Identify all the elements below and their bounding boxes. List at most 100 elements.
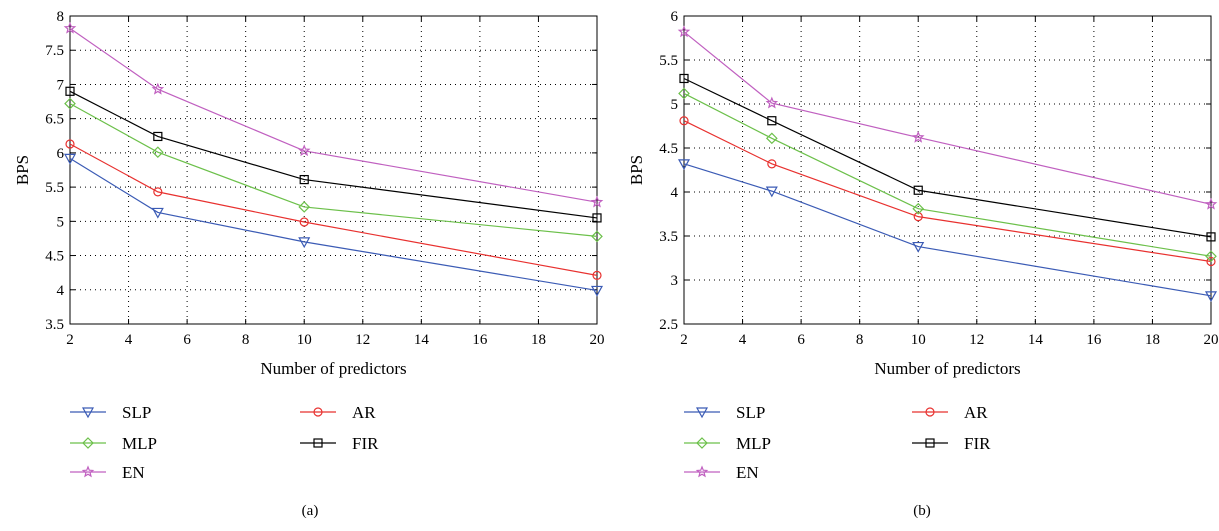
x-tick-label: 20: [1204, 332, 1219, 348]
series-en: [677, 25, 1218, 210]
legend-label: EN: [122, 463, 145, 482]
series-ar: [679, 116, 1216, 267]
data-point-fir: [679, 73, 689, 84]
legend-swatch-marker: [313, 438, 323, 448]
y-tick-label: 5: [57, 214, 65, 230]
series-en: [63, 21, 604, 208]
legend-label: MLP: [122, 434, 157, 453]
legend-label: SLP: [122, 403, 151, 422]
data-point-ar: [1206, 256, 1216, 267]
data-point-ar: [592, 270, 602, 281]
series-line-fir: [683, 77, 1212, 238]
legend-item-fir: FIR: [300, 434, 379, 453]
data-point-fir: [913, 185, 923, 195]
x-tick-label: 18: [1145, 332, 1160, 348]
plot-frame: [69, 15, 598, 325]
chart-panel-b: 2 4 6 8 10 12 14 16 18 20 2.5 3 3.5 4 4.5 5 5.5 6 Number o…: [627, 9, 1219, 519]
series-line-slp: [683, 163, 1212, 297]
y-tick-label: 5.5: [659, 53, 678, 69]
x-axis-label: Number of predictors: [874, 359, 1020, 378]
y-tick-label: 6: [671, 9, 679, 25]
y-tick-label: 7: [57, 77, 65, 93]
x-tick-label: 14: [414, 332, 430, 348]
data-point-fir: [1206, 232, 1216, 242]
series-line-mlp: [683, 92, 1212, 257]
y-tick-label: 4.5: [45, 249, 64, 265]
data-point-ar: [913, 212, 923, 222]
legend-swatch-marker: [695, 465, 709, 478]
y-tick-label: 7.5: [45, 43, 64, 59]
legend-swatch-marker: [82, 437, 94, 449]
series-line-ar: [683, 120, 1212, 263]
x-tick-label: 2: [680, 332, 688, 348]
data-point-slp: [298, 237, 311, 249]
x-tick-label: 16: [1086, 332, 1102, 348]
data-point-fir: [65, 86, 75, 96]
y-tick-label: 4.5: [659, 141, 678, 157]
x-tick-label: 8: [242, 332, 250, 348]
legend-label: MLP: [736, 434, 771, 453]
data-point-slp: [1204, 291, 1218, 303]
y-tick-label: 6.5: [45, 112, 64, 128]
data-point-ar: [153, 187, 163, 197]
data-point-en: [590, 195, 604, 208]
legend-item-ar: AR: [912, 403, 988, 422]
data-point-en: [765, 96, 779, 109]
panel-caption: (b): [913, 503, 931, 519]
data-point-en: [677, 25, 691, 38]
y-axis-label: BPS: [13, 155, 32, 185]
legend-item-slp: SLP: [684, 403, 765, 422]
data-point-en: [1204, 197, 1218, 210]
y-tick-label: 6: [57, 146, 65, 162]
legend-label: EN: [736, 463, 759, 482]
series-mlp: [678, 87, 1217, 263]
x-axis-label: Number of predictors: [260, 359, 406, 378]
legend-label: FIR: [352, 434, 379, 453]
x-tick-label: 16: [472, 332, 488, 348]
series-line-fir: [69, 90, 598, 219]
x-tick-label: 10: [297, 332, 312, 348]
y-tick-label: 4: [57, 283, 65, 299]
data-point-slp: [590, 285, 604, 297]
legend-label: AR: [964, 403, 988, 422]
series-line-mlp: [69, 103, 598, 237]
data-point-mlp: [678, 87, 690, 100]
data-point-fir: [767, 116, 777, 126]
data-point-mlp: [298, 201, 311, 213]
legend-label: FIR: [964, 434, 991, 453]
x-tick-label: 4: [739, 332, 747, 348]
legend-swatch-marker: [81, 407, 95, 419]
y-tick-label: 5: [671, 97, 679, 113]
data-point-mlp: [765, 132, 778, 145]
data-point-mlp: [912, 202, 925, 215]
y-tick-label: 3: [671, 273, 679, 289]
y-tick-label: 8: [57, 9, 65, 25]
data-point-ar: [767, 159, 777, 169]
data-point-ar: [65, 139, 75, 149]
legend-swatch-marker: [925, 438, 935, 448]
data-point-fir: [299, 174, 309, 185]
series-slp: [63, 153, 604, 297]
legend-item-fir: FIR: [912, 434, 991, 453]
data-point-en: [297, 144, 311, 157]
x-tick-label: 2: [66, 332, 74, 348]
data-point-slp: [677, 159, 691, 171]
legend-item-mlp: MLP: [70, 434, 157, 453]
data-point-en: [151, 82, 165, 95]
data-point-slp: [63, 153, 77, 165]
series-mlp: [64, 97, 603, 243]
legend-item-ar: AR: [300, 403, 376, 422]
series-fir: [65, 86, 602, 223]
series-slp: [677, 159, 1218, 303]
legend-label: AR: [352, 403, 376, 422]
data-point-slp: [912, 241, 925, 253]
legend-item-mlp: MLP: [684, 434, 771, 453]
plot-frame: [683, 15, 1212, 325]
y-tick-label: 2.5: [659, 317, 678, 333]
y-tick-label: 5.5: [45, 180, 64, 196]
x-tick-label: 8: [856, 332, 864, 348]
x-tick-label: 10: [911, 332, 926, 348]
series-line-en: [69, 27, 598, 203]
legend-swatch-marker: [313, 407, 323, 417]
panel-caption: (a): [302, 503, 319, 519]
